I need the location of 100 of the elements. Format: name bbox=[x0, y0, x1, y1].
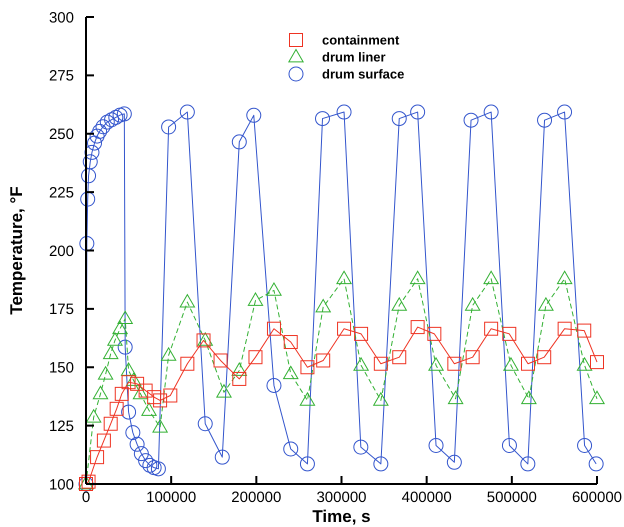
point bbox=[590, 355, 604, 370]
point bbox=[214, 450, 230, 465]
point bbox=[392, 350, 406, 364]
point bbox=[81, 168, 96, 184]
point bbox=[315, 111, 330, 126]
point bbox=[138, 453, 154, 468]
point bbox=[248, 350, 262, 364]
point bbox=[537, 112, 552, 128]
point bbox=[98, 366, 114, 380]
point bbox=[410, 104, 426, 120]
point bbox=[558, 322, 572, 336]
point bbox=[214, 353, 228, 368]
point bbox=[150, 461, 166, 476]
point bbox=[503, 357, 519, 371]
point bbox=[246, 108, 262, 123]
point bbox=[90, 128, 105, 144]
point bbox=[118, 340, 133, 355]
x-axis-title: Time, s bbox=[312, 507, 371, 526]
point bbox=[96, 119, 111, 134]
point bbox=[114, 386, 129, 401]
point bbox=[537, 350, 552, 364]
point bbox=[447, 356, 462, 371]
x-tick-label: 0 bbox=[82, 489, 90, 506]
point bbox=[300, 392, 316, 406]
point bbox=[216, 384, 232, 398]
point bbox=[146, 460, 162, 476]
point bbox=[130, 436, 145, 452]
legend-label: drum liner bbox=[322, 50, 386, 65]
point bbox=[427, 326, 442, 341]
point bbox=[108, 110, 124, 125]
y-tick-label: 250 bbox=[48, 126, 74, 143]
point bbox=[410, 270, 426, 284]
point bbox=[588, 456, 604, 472]
point bbox=[336, 270, 352, 284]
point bbox=[134, 446, 149, 462]
point bbox=[153, 393, 168, 408]
point bbox=[556, 270, 572, 284]
point bbox=[112, 320, 128, 334]
point bbox=[428, 357, 444, 371]
point bbox=[121, 404, 136, 420]
point bbox=[521, 356, 536, 371]
y-tick-label: 275 bbox=[48, 68, 74, 85]
point bbox=[589, 390, 605, 404]
point bbox=[132, 386, 148, 400]
point bbox=[82, 154, 98, 170]
point bbox=[130, 376, 144, 391]
point bbox=[138, 384, 153, 398]
y-tick-label: 225 bbox=[48, 184, 74, 202]
y-tick-label: 100 bbox=[48, 476, 74, 494]
y-tick-label: 300 bbox=[48, 9, 74, 26]
x-tick-label: 200000 bbox=[231, 489, 282, 506]
y-tick-label: 150 bbox=[48, 360, 74, 376]
point bbox=[502, 438, 517, 453]
point bbox=[373, 456, 388, 472]
point bbox=[446, 454, 462, 470]
point bbox=[336, 104, 352, 120]
point bbox=[79, 236, 94, 251]
point bbox=[392, 111, 407, 126]
point bbox=[316, 353, 330, 368]
point bbox=[266, 378, 282, 393]
point bbox=[283, 366, 298, 380]
point bbox=[92, 124, 108, 139]
point bbox=[86, 409, 102, 423]
point bbox=[118, 310, 133, 324]
legend-label: drum surface bbox=[322, 66, 404, 82]
point bbox=[152, 419, 168, 433]
point bbox=[466, 350, 480, 364]
point bbox=[577, 438, 592, 453]
point bbox=[116, 106, 132, 122]
point bbox=[112, 108, 128, 123]
point bbox=[92, 386, 108, 400]
point bbox=[147, 390, 162, 404]
point bbox=[557, 104, 572, 120]
point bbox=[464, 112, 479, 128]
x-tick-label: 500000 bbox=[486, 489, 537, 506]
point bbox=[180, 356, 194, 371]
y-tick-label: 175 bbox=[48, 301, 74, 318]
y-tick-label: 200 bbox=[48, 242, 74, 260]
point bbox=[353, 440, 368, 455]
x-tick-label: 100000 bbox=[146, 489, 196, 506]
point bbox=[142, 458, 158, 473]
point bbox=[104, 112, 120, 128]
point bbox=[337, 322, 352, 336]
point bbox=[163, 388, 178, 403]
point bbox=[84, 144, 100, 160]
point bbox=[82, 474, 96, 489]
point bbox=[87, 136, 102, 151]
point bbox=[484, 322, 498, 336]
point bbox=[198, 416, 213, 432]
point bbox=[576, 357, 592, 371]
x-tick-label: 400000 bbox=[402, 489, 452, 506]
point bbox=[161, 119, 176, 134]
point bbox=[392, 297, 407, 311]
point bbox=[284, 335, 298, 350]
point bbox=[353, 357, 369, 371]
point bbox=[266, 322, 281, 336]
point bbox=[300, 360, 314, 374]
y-tick-label: 125 bbox=[48, 418, 74, 435]
point bbox=[248, 292, 264, 306]
point bbox=[428, 438, 444, 453]
